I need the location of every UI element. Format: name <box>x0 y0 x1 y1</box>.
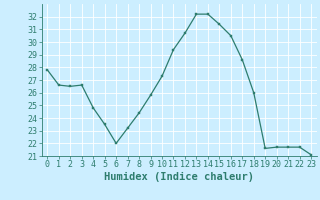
X-axis label: Humidex (Indice chaleur): Humidex (Indice chaleur) <box>104 172 254 182</box>
